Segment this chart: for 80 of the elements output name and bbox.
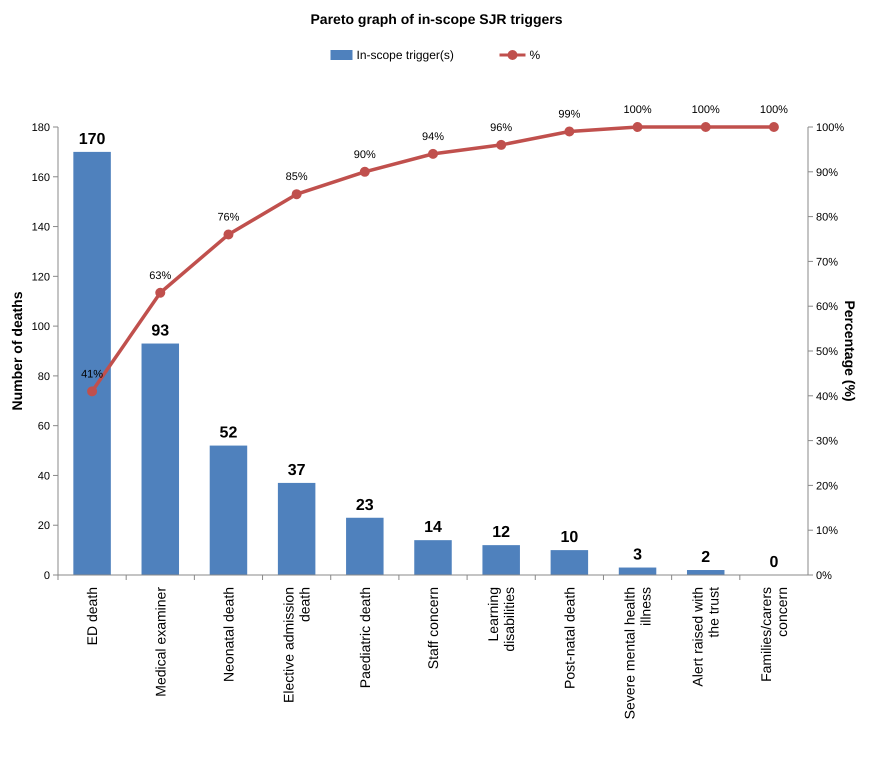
point (155, 288, 166, 298)
x-tick-label: Neonatal death (220, 587, 236, 682)
y2-tick-label: 80% (816, 212, 838, 224)
x-tick-label: Alert raised with the trust (690, 586, 722, 687)
x-tick-label: Post-natal death (561, 587, 578, 689)
bar (618, 568, 656, 575)
y-tick-label: 140 (32, 222, 50, 234)
bar (686, 570, 724, 575)
data-label: 85% (286, 171, 308, 184)
x-tick-label: Families/carers concern (758, 587, 790, 682)
data-label: 90% (354, 148, 376, 161)
bar (73, 152, 111, 575)
x-tick-label: Paediatric death (356, 587, 373, 688)
bar (550, 550, 588, 575)
data-label: 52 (220, 424, 238, 442)
bar (346, 518, 384, 575)
data-label: 170 (78, 130, 106, 148)
legend-label: In-scope trigger(s) (356, 48, 454, 62)
point (564, 126, 574, 136)
y2-tick-label: 20% (816, 480, 838, 492)
point (87, 386, 98, 396)
x-tick-label: Severe mental health illness (622, 587, 654, 720)
data-label: 100% (760, 104, 788, 116)
y-tick-label: 40 (38, 470, 50, 482)
data-label: 10 (560, 529, 578, 546)
data-label: 12 (492, 524, 510, 542)
y-tick-label: 60 (38, 420, 50, 433)
bar (414, 540, 452, 575)
point (223, 230, 234, 240)
bar (142, 344, 180, 575)
y-tick-label: 20 (38, 520, 50, 532)
y-tick-label: 120 (32, 271, 50, 284)
data-label: 94% (422, 130, 444, 143)
point (292, 189, 302, 200)
x-tick-label: ED death (84, 587, 100, 646)
y-tick-label: 160 (32, 172, 50, 184)
data-label: 3 (633, 546, 642, 564)
point (632, 122, 643, 132)
x-tick-label: Staff concern (425, 587, 441, 670)
legend-label: % (530, 48, 540, 62)
point (360, 166, 370, 177)
data-label: 41% (81, 368, 104, 380)
point (768, 122, 779, 132)
y-tick-label: 0 (44, 570, 50, 582)
bar (482, 545, 520, 575)
y-tick-label: 80 (38, 370, 50, 383)
y2-tick-label: 30% (816, 436, 838, 448)
x-tick-label: Elective admission death (280, 587, 313, 703)
data-label: 63% (149, 270, 172, 282)
bar (278, 482, 316, 575)
y2-tick-label: 60% (816, 301, 838, 314)
y-tick-label: 100 (32, 321, 50, 334)
data-label: 99% (558, 108, 581, 120)
point (700, 122, 711, 132)
data-label: 14 (424, 519, 442, 536)
bar (210, 446, 248, 575)
y2-tick-label: 10% (816, 525, 838, 538)
data-label: 76% (217, 212, 240, 224)
x-tick-label: Medical examiner (152, 586, 168, 697)
data-label: 0 (769, 554, 778, 571)
data-label: 37 (288, 462, 306, 479)
y-axis-title: Number of deaths (9, 291, 25, 411)
data-label: 100% (692, 104, 720, 116)
y2-tick-label: 100% (816, 122, 844, 134)
point (496, 140, 506, 150)
data-label: 23 (356, 496, 374, 514)
x-tick-label: Learning disabilities (485, 587, 518, 652)
y2-tick-label: 70% (816, 256, 838, 268)
y2-tick-label: 0% (816, 570, 832, 582)
y2-axis-title: Percentage (%) (842, 300, 858, 402)
y2-tick-label: 50% (816, 346, 838, 358)
point (428, 148, 438, 159)
y-tick-label: 180 (32, 122, 50, 134)
chart-title: Pareto graph of in-scope SJR triggers (310, 11, 563, 27)
data-label: 96% (490, 122, 512, 134)
data-label: 2 (701, 549, 710, 566)
data-label: 100% (623, 104, 652, 116)
y2-tick-label: 90% (816, 166, 838, 179)
data-label: 93 (151, 322, 170, 340)
y2-tick-label: 40% (816, 390, 838, 403)
